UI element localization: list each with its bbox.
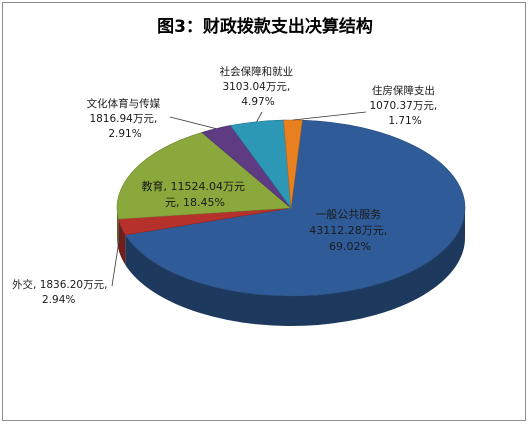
leader-diplomacy [111,227,122,287]
slice-label-edu: 教育, 11524.04万元 元, 18.45% [142,179,249,209]
slice-label-social: 社会保障和就业 3103.04万元, 4.97% [220,65,297,108]
slice-label-culture: 文化体育与传媒 1816.94万元, 2.91% [87,97,164,140]
leader-social [256,111,263,122]
slice-side-diplomacy [118,219,126,265]
slice-education[interactable] [116,132,292,220]
slice-side-gov [125,208,466,327]
slice-label-housing: 住房保障支出 1070.37万元, 1.71% [369,84,440,127]
slice-housing[interactable] [283,119,303,209]
slice-label-gov: 一般公共服务 43112.28万元, 69.02% [309,208,391,253]
leader-culture [169,116,217,130]
chart-title: 图3：财政拨款支出决算结构 [157,17,373,37]
slice-label-diplomacy: 外交, 1836.20万元, 2.94% [12,278,111,306]
slice-gov[interactable] [124,119,466,297]
leader-housing [292,111,367,121]
